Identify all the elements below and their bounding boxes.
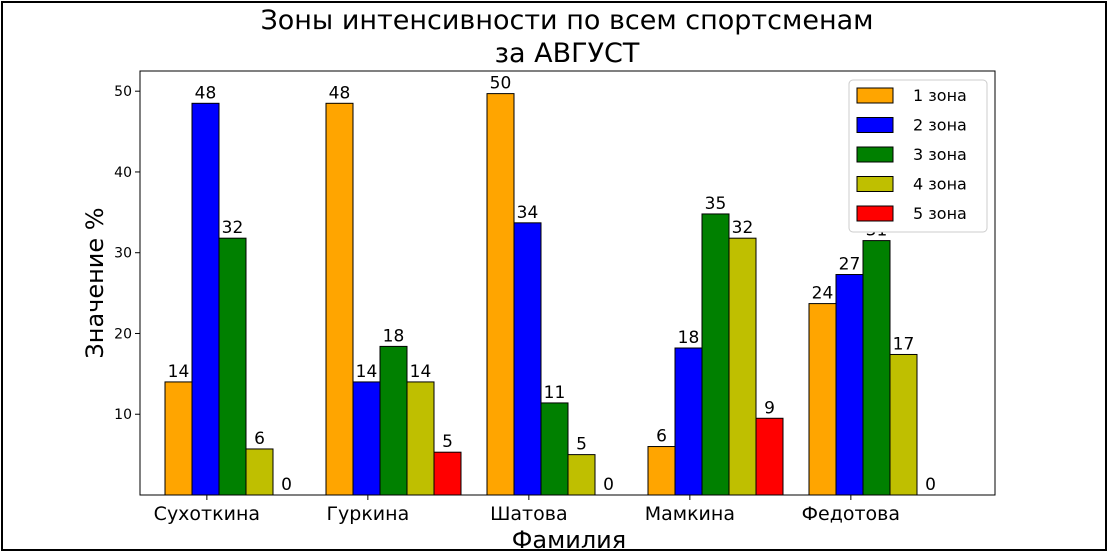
bars-group [164,93,918,496]
legend-swatch [856,176,894,192]
bar-3-4 [701,213,730,496]
y-tick-label: 10 [114,407,132,423]
bar-value-label: 14 [356,362,378,382]
legend-label: 4 зона [913,175,967,194]
bar-value-label: 5 [442,432,453,452]
bar-value-label: 50 [490,74,512,94]
y-axis-label: Значение % [81,207,109,358]
chart-title-line-2: за АВГУСТ [495,38,640,69]
bar-1-5 [808,303,837,496]
bar-value-label: 14 [168,362,190,382]
bar-value-label: 17 [893,334,915,354]
x-tick-label: Мамкина [645,503,735,525]
bar-2-3 [513,222,542,496]
bar-3-3 [540,402,569,496]
x-axis-label: Фамилия [512,526,626,554]
bar-value-label: 48 [329,83,351,103]
legend-swatch [856,87,894,104]
bar-4-3 [567,454,596,496]
legend-label: 3 зона [913,145,967,164]
bar-2-4 [674,347,703,496]
bar-value-label: 14 [410,362,432,382]
bar-value-label: 6 [656,427,667,447]
x-axis-ticks: Сухоткина Гуркина Шатова Мамкина Федотова [154,495,900,525]
bar-value-label: 24 [812,284,834,304]
bar-4-5 [889,353,918,496]
bar-4-2 [406,381,435,496]
bar-value-label: 0 [281,475,292,495]
bar-value-label: 11 [544,383,566,403]
x-tick-label: Сухоткина [154,503,260,525]
bar-1-3 [486,93,515,496]
bar-3-2 [379,345,408,496]
bar-4-1 [245,448,274,496]
bar-1-4 [647,446,676,496]
legend-items: 1 зона 2 зона 3 зона 4 зона 5 зона [856,86,967,223]
bar-value-label: 5 [576,435,587,455]
bar-value-label: 32 [222,218,244,238]
bar-value-label: 0 [925,475,936,495]
y-tick-label: 30 [114,246,132,262]
bar-value-label: 18 [383,326,405,346]
bar-4-4 [728,237,757,496]
bar-2-1 [191,102,220,496]
legend-swatch [856,146,894,163]
bar-value-label: 18 [678,328,700,348]
bar-1-2 [325,102,354,496]
bar-value-label: 0 [603,475,614,495]
x-tick-label: Шатова [490,503,568,525]
bar-3-5 [862,240,891,496]
legend: 1 зона 2 зона 3 зона 4 зона 5 зона [848,79,988,233]
bar-value-label: 9 [764,398,775,418]
bar-value-label: 32 [732,218,754,238]
bar-value-label: 48 [195,83,217,103]
bar-value-label: 35 [705,194,727,214]
legend-swatch [856,205,894,222]
y-tick-label: 20 [114,326,132,342]
y-tick-label: 50 [114,84,132,100]
bar-2-2 [352,381,381,496]
y-axis-ticks: 10 20 30 40 50 [114,84,140,423]
bar-1-1 [164,381,193,496]
legend-label: 2 зона [913,116,967,135]
legend-swatch [856,117,894,133]
bar-5-2 [433,451,462,496]
bar-2-5 [835,274,864,496]
x-tick-label: Гуркина [326,503,409,525]
bar-5-4 [755,417,784,496]
bar-3-1 [218,237,247,496]
plot-area-border [139,70,996,496]
bar-value-label: 34 [517,203,539,223]
bar-labels-group: 1448506244814341827321811353161453217050… [168,74,936,495]
y-tick-label: 40 [114,165,132,181]
legend-label: 5 зона [913,204,967,223]
x-tick-label: Федотова [802,503,900,525]
legend-label: 1 зона [913,86,967,105]
bar-value-label: 27 [839,255,861,275]
bar-value-label: 6 [254,429,265,449]
chart-title-line-1: Зоны интенсивности по всем спортсменам [260,5,873,36]
